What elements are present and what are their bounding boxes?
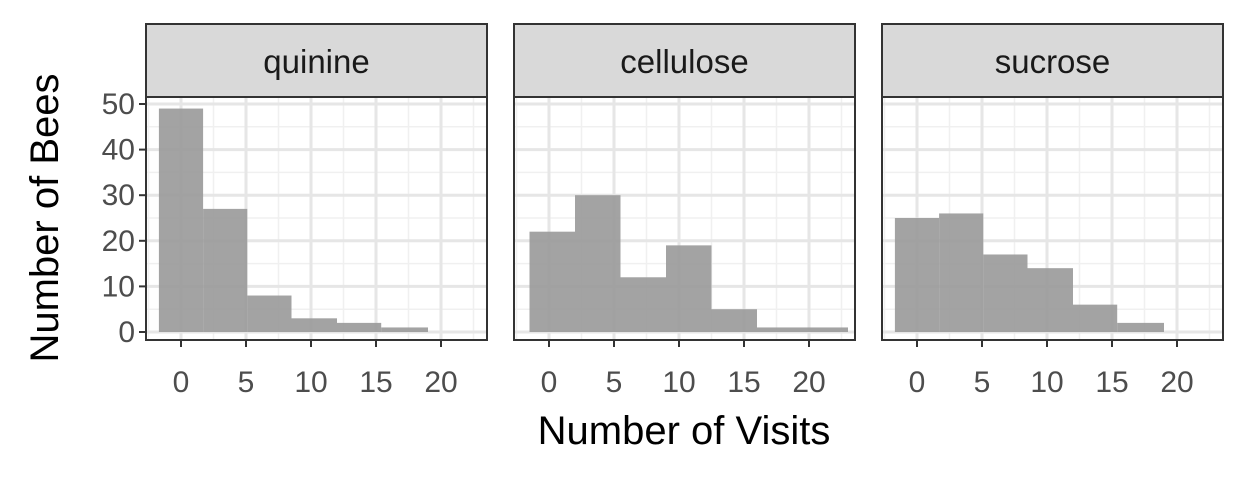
- y-axis: 0 10 20 30 40 50: [102, 88, 146, 349]
- facet-strip: [513, 23, 856, 98]
- facet-strip: [881, 23, 1224, 98]
- facet-panel-quinine: quinine 0 5 10 15 20: [145, 23, 488, 399]
- y-tick-label: 10: [102, 270, 135, 303]
- histogram-bar: [575, 195, 621, 332]
- y-tick-label: 20: [102, 225, 135, 258]
- facet-strip-label: sucrose: [995, 43, 1111, 80]
- x-tick-label: 10: [294, 366, 327, 399]
- histogram-bar: [203, 208, 248, 332]
- y-axis-title: Number of Bees: [23, 73, 67, 362]
- facet-strip-label: quinine: [263, 43, 369, 80]
- histogram-bar: [291, 318, 337, 332]
- histogram-bar: [711, 309, 757, 332]
- x-tick-label: 20: [1160, 366, 1193, 399]
- histogram-bar: [894, 218, 940, 332]
- facet-panel-sucrose: sucrose 0 5 10 15 20: [881, 23, 1224, 399]
- y-tick-label: 30: [102, 179, 135, 212]
- histogram-bar: [337, 322, 382, 332]
- facet-panel-cellulose: cellulose 0 5 10 15 20: [513, 23, 856, 399]
- x-tick-label: 10: [662, 366, 695, 399]
- histogram-bar: [666, 245, 712, 332]
- histogram-bar: [939, 213, 984, 332]
- facet-strip: [145, 23, 488, 98]
- x-tick-label: 10: [1030, 366, 1063, 399]
- x-tick-label: 0: [541, 366, 558, 399]
- histogram-bar: [529, 231, 575, 332]
- x-tick-label: 15: [1095, 366, 1128, 399]
- x-tick-label: 0: [909, 366, 926, 399]
- x-tick-label: 0: [173, 366, 190, 399]
- histogram-bar: [757, 327, 803, 332]
- y-tick-label: 0: [118, 316, 135, 349]
- x-axis-title: Number of Visits: [538, 409, 831, 453]
- histogram-bar: [158, 108, 204, 332]
- x-tick-label: 20: [792, 366, 825, 399]
- histogram-bar: [247, 295, 292, 332]
- facet-panels: quinine 0 5 10 15 20 cellulose 0 5 10 15 20 sucrose 0…: [145, 23, 1224, 399]
- x-tick-label: 15: [359, 366, 392, 399]
- y-tick-label: 40: [102, 134, 135, 167]
- x-tick-label: 15: [727, 366, 760, 399]
- x-tick-label: 5: [974, 366, 991, 399]
- y-tick-label: 50: [102, 88, 135, 121]
- histogram-bar: [620, 277, 666, 332]
- facet-strip-label: cellulose: [620, 43, 748, 80]
- x-tick-label: 5: [606, 366, 623, 399]
- histogram-bar: [983, 254, 1028, 332]
- histogram-bar: [1117, 322, 1164, 332]
- histogram-bar: [1073, 304, 1118, 332]
- x-tick-label: 20: [424, 366, 457, 399]
- histogram-bar: [802, 327, 848, 332]
- histogram-bar: [1027, 268, 1073, 332]
- x-tick-label: 5: [238, 366, 255, 399]
- histogram-bar: [381, 327, 428, 332]
